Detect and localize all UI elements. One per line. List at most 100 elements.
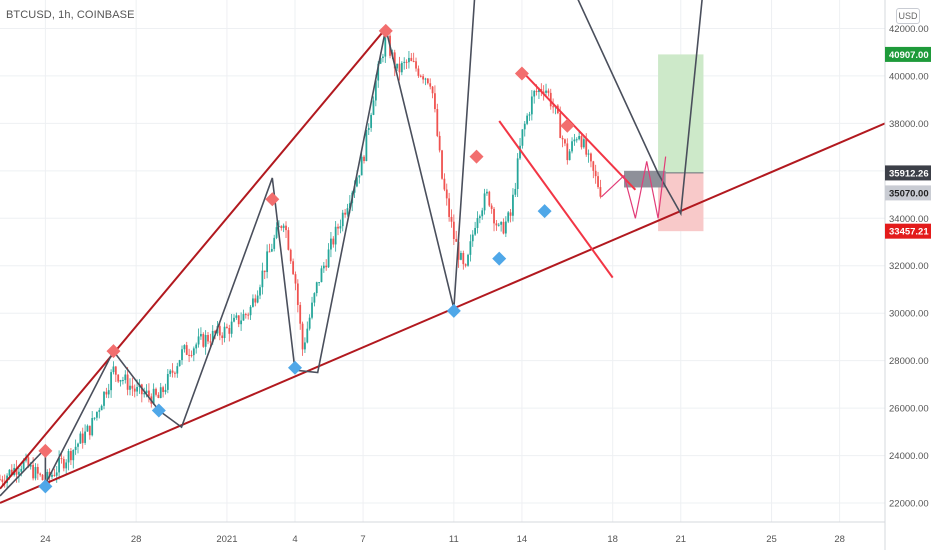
candle-body [84, 431, 86, 443]
candle-body [497, 224, 500, 226]
candle-body [523, 123, 526, 130]
candle-body [126, 374, 129, 390]
peak-marker [38, 443, 53, 458]
time-axis-bg [0, 522, 932, 550]
candle-body [152, 388, 155, 404]
candle-body [526, 115, 529, 124]
candle-body [363, 156, 365, 162]
candle-body [504, 221, 507, 234]
peak-marker [265, 192, 280, 207]
candle-body [356, 177, 358, 187]
candle-body [438, 135, 441, 151]
trough-marker [446, 303, 461, 318]
candle-body [311, 302, 313, 318]
candle-body [408, 57, 410, 63]
candle-body [192, 348, 195, 356]
candle-body [254, 298, 257, 303]
candle-body [429, 83, 432, 87]
candle-body [268, 251, 271, 253]
x-tick-label: 18 [607, 534, 618, 545]
candle-body [74, 446, 77, 451]
support-trendline [0, 122, 886, 504]
trough-marker [38, 479, 53, 494]
candle-body [341, 212, 344, 227]
candle-body [0, 479, 1, 481]
candle-body [53, 474, 56, 476]
candle-body [228, 327, 231, 334]
currency-unit-button[interactable]: USD [896, 8, 920, 24]
y-tick-label: 28000.00 [889, 356, 929, 367]
candle-body [157, 394, 160, 399]
candle-body [292, 261, 295, 275]
candle-body [195, 344, 198, 349]
candle-body [129, 385, 131, 390]
candle-body [100, 405, 103, 411]
x-tick-label: 2021 [216, 534, 237, 545]
candle-body [65, 462, 68, 469]
candle-body [436, 109, 439, 136]
candle-body [202, 333, 205, 347]
candle-body [486, 191, 488, 194]
x-tick-label: 21 [675, 534, 686, 545]
candle-body [280, 226, 283, 228]
candle-body [34, 466, 37, 479]
peak-marker [378, 23, 393, 38]
candle-body [516, 158, 519, 189]
candle-body [417, 68, 420, 76]
candle-body [93, 417, 96, 419]
candle-body [521, 129, 524, 146]
candle-body [131, 385, 134, 389]
candle-body [533, 90, 536, 97]
pivot-markers [38, 23, 575, 494]
candle-body [568, 151, 571, 161]
trough-marker [492, 251, 507, 266]
candle-body [500, 221, 503, 225]
candle-body [29, 464, 32, 467]
candle-body [249, 306, 252, 316]
candle-body [162, 387, 165, 393]
candle-body [313, 293, 316, 303]
candle-body [431, 86, 434, 94]
y-tick-label: 32000.00 [889, 261, 929, 272]
candle-body [188, 354, 191, 356]
candle-body [403, 61, 406, 63]
candle-body [86, 425, 89, 432]
candle-body [464, 264, 467, 266]
candle-body [443, 178, 446, 190]
candle-body [105, 391, 108, 395]
candle-body [287, 230, 290, 250]
candle-body [566, 143, 569, 161]
candle-body [415, 61, 417, 69]
candle-body [455, 238, 458, 242]
x-tick-label: 11 [449, 534, 459, 545]
candle-body [457, 241, 460, 260]
candle-body [15, 467, 18, 475]
candle-body [315, 282, 318, 294]
candle-body [117, 374, 120, 382]
candle-body [235, 315, 238, 318]
x-tick-label: 14 [517, 534, 528, 545]
candle-body [393, 52, 396, 69]
candle-body [252, 298, 254, 307]
candle-body [434, 93, 436, 110]
candle-body [400, 62, 403, 73]
candle-body [530, 96, 533, 115]
candle-body [22, 460, 25, 469]
candle-body [412, 60, 415, 62]
trough-marker [537, 204, 552, 219]
candle-body [32, 464, 34, 479]
price-badge [885, 46, 931, 62]
candle-body [441, 150, 443, 179]
candle-body [490, 205, 493, 209]
candle-body [72, 450, 75, 461]
candle-body [519, 145, 521, 159]
candle-body [214, 330, 217, 334]
candle-body [8, 469, 11, 476]
candle-body [183, 345, 186, 350]
candle-body [275, 227, 278, 238]
price-badge [885, 185, 931, 201]
candle-body [261, 270, 264, 288]
candle-body [358, 175, 361, 178]
